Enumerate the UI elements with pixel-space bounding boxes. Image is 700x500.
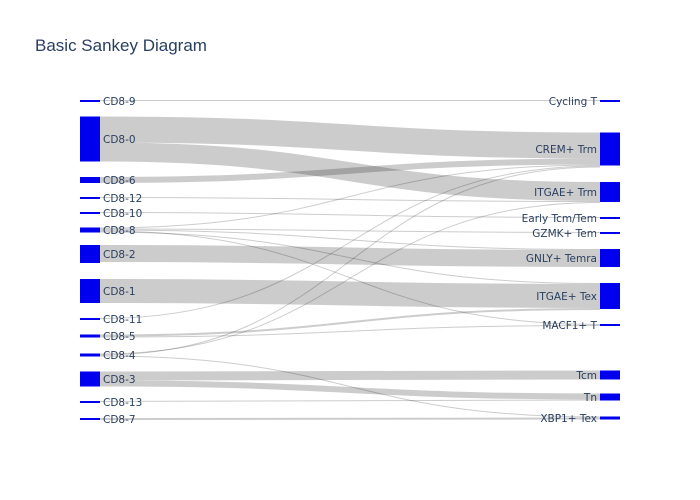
node-label-xbp1-tex: XBP1+ Tex [540, 413, 597, 425]
node-cd8-8[interactable] [80, 227, 100, 233]
link-cd8-8-to-gnly-temra[interactable] [99, 229, 601, 250]
node-cd8-0[interactable] [80, 116, 100, 162]
node-cd8-13[interactable] [80, 401, 100, 403]
link-cd8-3-to-tcm[interactable] [99, 370, 601, 381]
link-cd8-13-to-tn[interactable] [99, 399, 601, 402]
node-tcm[interactable] [600, 370, 620, 380]
node-tn[interactable] [600, 393, 620, 401]
link-cd8-7-to-xbp1-tex[interactable] [99, 417, 601, 420]
node-label-tn: Tn [583, 392, 597, 404]
node-cd8-10[interactable] [80, 212, 100, 214]
node-label-cd8-4: CD8-4 [103, 350, 136, 362]
node-label-cd8-2: CD8-2 [103, 249, 136, 261]
node-label-macf1-t: MACF1+ T [542, 320, 597, 332]
labels-layer: CD8-9 CD8-0 CD8-6 CD8-12 CD8-10 CD8-8 CD8-2 CD8… [103, 96, 598, 426]
link-cd8-5-to-itgae-tex[interactable] [99, 308, 601, 337]
node-cycling-t[interactable] [600, 100, 620, 102]
node-label-cd8-9: CD8-9 [103, 96, 136, 108]
node-label-crem-trm: CREM+ Trm [535, 144, 597, 156]
node-itgae-trm[interactable] [600, 182, 620, 202]
node-label-cd8-8: CD8-8 [103, 225, 136, 237]
link-cd8-8-to-macf1-t[interactable] [99, 230, 601, 325]
link-cd8-8-to-itgae-tex[interactable] [99, 231, 601, 284]
link-cd8-8-to-gzmk-tem[interactable] [99, 228, 601, 233]
node-gzmk-tem[interactable] [600, 232, 620, 234]
node-label-cd8-0: CD8-0 [103, 134, 136, 146]
link-cd8-4-to-xbp1-tex[interactable] [99, 355, 601, 418]
node-label-cd8-1: CD8-1 [103, 286, 136, 298]
link-cd8-1-to-itgae-tex[interactable] [99, 279, 601, 308]
links-layer [99, 99, 601, 420]
link-cd8-6-to-crem-trm[interactable] [99, 158, 601, 183]
link-cd8-2-to-gnly-temra[interactable] [99, 245, 601, 267]
node-label-itgae-tex: ITGAE+ Tex [536, 291, 597, 303]
node-cd8-1[interactable] [80, 279, 100, 303]
node-label-cd8-3: CD8-3 [103, 374, 136, 386]
node-label-cd8-12: CD8-12 [103, 193, 142, 205]
node-label-cd8-11: CD8-11 [103, 314, 142, 326]
node-macf1-t[interactable] [600, 324, 620, 326]
node-xbp1-tex[interactable] [600, 416, 620, 420]
node-label-gzmk-tem: GZMK+ Tem [532, 228, 597, 240]
node-label-early-tcm-tem: Early Tcm/Tem [522, 213, 597, 225]
node-label-cd8-7: CD8-7 [103, 414, 136, 426]
node-itgae-tex[interactable] [600, 283, 620, 309]
node-cd8-6[interactable] [80, 177, 100, 183]
node-cd8-12[interactable] [80, 197, 100, 199]
node-crem-trm[interactable] [600, 132, 620, 166]
node-early-tcm-tem[interactable] [600, 217, 620, 219]
node-label-cd8-10: CD8-10 [103, 208, 142, 220]
node-label-cycling-t: Cycling T [549, 96, 598, 108]
node-label-tcm: Tcm [575, 370, 597, 382]
link-cd8-4-to-crem-trm[interactable] [99, 166, 601, 356]
node-label-itgae-trm: ITGAE+ Trm [534, 187, 597, 199]
node-label-cd8-6: CD8-6 [103, 175, 136, 187]
link-cd8-10-to-early-tcm-tem[interactable] [99, 212, 601, 218]
link-cd8-0-to-itgae-trm[interactable] [99, 142, 601, 201]
link-cd8-12-to-itgae-trm[interactable] [99, 197, 601, 202]
chart-title: Basic Sankey Diagram [35, 36, 207, 55]
node-gnly-temra[interactable] [600, 249, 620, 267]
link-cd8-0-to-crem-trm[interactable] [99, 116, 601, 159]
link-cd8-5-to-macf1-t[interactable] [99, 325, 601, 338]
nodes-layer [80, 100, 620, 420]
node-cd8-9[interactable] [80, 100, 100, 102]
link-cd8-11-to-crem-trm[interactable] [99, 165, 601, 319]
node-cd8-2[interactable] [80, 245, 100, 263]
node-cd8-4[interactable] [80, 353, 100, 357]
node-label-cd8-13: CD8-13 [103, 397, 142, 409]
node-cd8-11[interactable] [80, 318, 100, 320]
link-cd8-8-to-crem-trm[interactable] [99, 164, 601, 229]
link-cd8-4-to-itgae-trm[interactable] [99, 202, 601, 355]
node-label-gnly-temra: GNLY+ Temra [526, 253, 597, 265]
link-cd8-3-to-tn[interactable] [99, 380, 601, 400]
node-label-cd8-5: CD8-5 [103, 331, 136, 343]
node-cd8-3[interactable] [80, 371, 100, 387]
node-cd8-7[interactable] [80, 418, 100, 420]
node-cd8-5[interactable] [80, 334, 100, 338]
